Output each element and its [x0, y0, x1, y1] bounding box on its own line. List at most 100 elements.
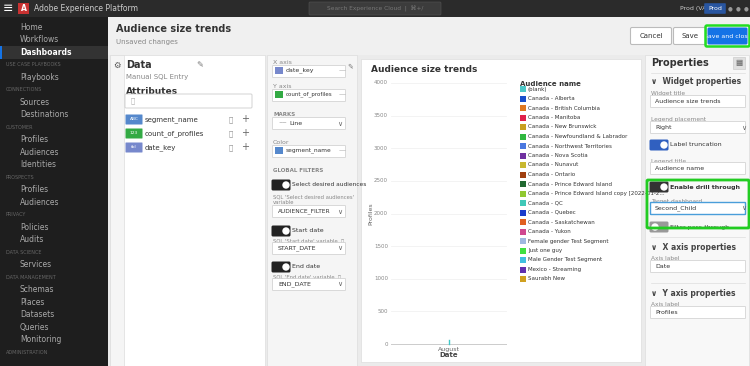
Text: Label truncation: Label truncation: [670, 142, 722, 147]
Circle shape: [661, 142, 667, 148]
Text: —: —: [339, 92, 346, 97]
FancyBboxPatch shape: [125, 94, 252, 108]
Text: Canada - Saskatchewan: Canada - Saskatchewan: [528, 220, 595, 224]
Bar: [520, 143, 526, 149]
Text: 1000: 1000: [374, 276, 388, 281]
Circle shape: [652, 224, 658, 230]
Text: Canada - Yukon: Canada - Yukon: [528, 229, 571, 234]
Text: CUSTOMER: CUSTOMER: [6, 125, 34, 130]
Text: Queries: Queries: [20, 323, 50, 332]
Text: Canada - Prince Edward Island copy [2022-01-2...: Canada - Prince Edward Island copy [2022…: [528, 191, 664, 196]
Bar: [275, 147, 283, 154]
FancyBboxPatch shape: [631, 27, 671, 45]
Text: Legend placement: Legend placement: [651, 117, 706, 123]
Text: count_of_profiles: count_of_profiles: [286, 92, 333, 97]
FancyBboxPatch shape: [272, 146, 346, 157]
FancyBboxPatch shape: [650, 221, 668, 232]
Text: Save: Save: [682, 33, 698, 39]
Text: Unsaved changes: Unsaved changes: [116, 39, 178, 45]
Text: date_key: date_key: [145, 144, 176, 151]
Text: CONNECTIONS: CONNECTIONS: [6, 87, 42, 92]
Text: MARKS: MARKS: [273, 112, 296, 117]
Text: Identities: Identities: [20, 160, 56, 169]
Text: Canada - British Columbia: Canada - British Columbia: [528, 105, 600, 111]
Bar: [126, 131, 251, 132]
Bar: [520, 96, 526, 101]
Bar: [275, 91, 283, 98]
Text: Home: Home: [20, 23, 42, 32]
Text: segment_name: segment_name: [145, 116, 199, 123]
Bar: [0, 0, 750, 17]
FancyBboxPatch shape: [272, 225, 290, 236]
Bar: [733, 57, 745, 69]
FancyBboxPatch shape: [309, 2, 441, 15]
Text: 2500: 2500: [374, 178, 388, 183]
Text: Destinations: Destinations: [20, 110, 68, 119]
FancyBboxPatch shape: [650, 139, 668, 150]
Bar: [0, 46, 2, 59]
Text: Audiences: Audiences: [20, 148, 59, 157]
Text: ⓘ: ⓘ: [229, 144, 233, 151]
Text: Canada - Ontario: Canada - Ontario: [528, 172, 575, 177]
Text: Save and close: Save and close: [704, 34, 750, 38]
Bar: [520, 247, 526, 254]
FancyBboxPatch shape: [650, 202, 746, 214]
Text: 🔍: 🔍: [131, 98, 135, 104]
Bar: [18, 3, 29, 14]
Text: Attributes: Attributes: [126, 86, 178, 96]
Bar: [520, 228, 526, 235]
Text: Canada - Nunavut: Canada - Nunavut: [528, 163, 578, 168]
FancyBboxPatch shape: [707, 27, 748, 45]
FancyBboxPatch shape: [272, 261, 290, 273]
Text: Canada - Northwest Territories: Canada - Northwest Territories: [528, 143, 612, 149]
Text: Y axis: Y axis: [273, 85, 292, 90]
Text: End date: End date: [292, 265, 320, 269]
Text: PROSPECTS: PROSPECTS: [6, 175, 34, 180]
Text: Axis label: Axis label: [651, 303, 680, 307]
Text: Monitoring: Monitoring: [20, 335, 62, 344]
FancyBboxPatch shape: [272, 279, 346, 291]
Bar: [267, 55, 357, 366]
Text: Canada - Alberta: Canada - Alberta: [528, 96, 574, 101]
Text: Canada - QC: Canada - QC: [528, 201, 562, 205]
FancyBboxPatch shape: [272, 179, 290, 190]
Bar: [520, 134, 526, 139]
Text: +: +: [241, 142, 249, 153]
Text: ABC: ABC: [130, 117, 139, 122]
Text: Filter pass-through: Filter pass-through: [670, 224, 729, 229]
Text: Line: Line: [289, 121, 302, 126]
Bar: [520, 266, 526, 273]
Text: Prod (VA7): Prod (VA7): [680, 6, 712, 11]
Text: Just one guy: Just one guy: [528, 248, 562, 253]
Text: +: +: [241, 115, 249, 124]
FancyBboxPatch shape: [650, 261, 746, 273]
Text: Services: Services: [20, 260, 52, 269]
Text: Canada - New Brunswick: Canada - New Brunswick: [528, 124, 596, 130]
Text: date_key: date_key: [286, 68, 314, 73]
Text: ∨: ∨: [741, 124, 746, 131]
Text: Policies: Policies: [20, 223, 49, 232]
Text: Audience size trends: Audience size trends: [371, 64, 477, 74]
Text: ∨: ∨: [337, 281, 342, 288]
Bar: [520, 124, 526, 130]
Text: Places: Places: [20, 298, 44, 307]
Text: Audience name: Audience name: [520, 81, 580, 87]
Text: Profiles: Profiles: [655, 310, 678, 315]
Text: PRIVACY: PRIVACY: [6, 212, 26, 217]
Bar: [520, 162, 526, 168]
Circle shape: [283, 182, 289, 188]
Bar: [275, 67, 283, 74]
Bar: [520, 153, 526, 158]
Text: END_DATE: END_DATE: [278, 282, 310, 287]
Text: Playbooks: Playbooks: [20, 73, 58, 82]
Text: 0: 0: [385, 341, 388, 347]
Text: Mexico - Streaming: Mexico - Streaming: [528, 267, 581, 272]
Text: segment_name: segment_name: [286, 147, 332, 153]
FancyBboxPatch shape: [272, 90, 346, 101]
Text: ⓘ: ⓘ: [229, 116, 233, 123]
Bar: [0, 17, 108, 366]
Text: Legend title: Legend title: [651, 158, 686, 164]
Text: tbl: tbl: [131, 146, 136, 149]
Bar: [520, 172, 526, 178]
FancyBboxPatch shape: [650, 122, 746, 134]
